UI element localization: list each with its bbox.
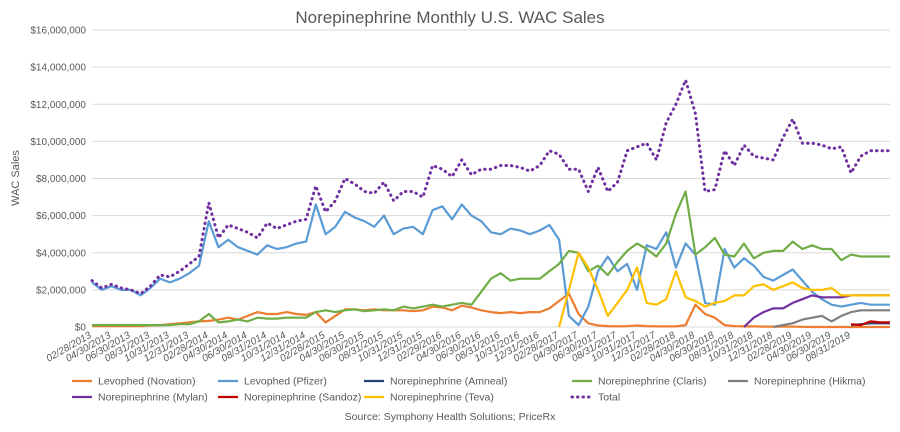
series-line xyxy=(850,320,890,327)
legend-label: Levophed (Novation) xyxy=(98,376,195,388)
legend-label: Norepinephrine (Hikma) xyxy=(754,376,865,388)
legend-label: Norepinephrine (Claris) xyxy=(598,376,707,388)
y-axis-title: WAC Sales xyxy=(10,150,22,206)
y-tick-label: $2,000,000 xyxy=(36,285,86,296)
legend-label: Norepinephrine (Teva) xyxy=(390,392,494,404)
legend-label: Total xyxy=(598,392,620,404)
legend-label: Norepinephrine (Amneal) xyxy=(390,376,507,388)
y-tick-label: $14,000,000 xyxy=(30,63,86,74)
y-tick-label: $16,000,000 xyxy=(30,26,86,37)
series-line xyxy=(92,292,890,329)
series-line xyxy=(92,190,890,327)
legend: Levophed (Novation) Levophed (Pfizer) Nore… xyxy=(72,376,865,404)
series-line xyxy=(90,78,892,296)
series-line xyxy=(91,203,890,327)
legend-label: Levophed (Pfizer) xyxy=(244,376,327,388)
series-lines xyxy=(90,78,892,329)
legend-label: Norepinephrine (Sandoz) xyxy=(244,392,361,404)
series-line xyxy=(772,309,890,329)
series-line xyxy=(558,251,890,328)
gridlines xyxy=(92,29,890,328)
legend-label: Norepinephrine (Mylan) xyxy=(98,392,208,404)
y-tick-label: $4,000,000 xyxy=(36,248,86,259)
y-tick-label: $8,000,000 xyxy=(36,174,86,185)
y-tick-label: $10,000,000 xyxy=(30,137,86,148)
y-tick-label: $0 xyxy=(75,323,87,334)
y-axis-ticks: $0 $2,000,000 $4,000,000 $6,000,000 $8,000,0… xyxy=(30,26,86,334)
y-tick-label: $6,000,000 xyxy=(36,211,86,222)
chart-title: Norepinephrine Monthly U.S. WAC Sales xyxy=(295,8,604,27)
x-axis-ticks: 02/28/201304/30/201306/30/201308/31/2013… xyxy=(45,330,853,365)
y-tick-label: $12,000,000 xyxy=(30,100,86,111)
source-note: Source: Symphony Health Solutions; Price… xyxy=(345,411,556,423)
